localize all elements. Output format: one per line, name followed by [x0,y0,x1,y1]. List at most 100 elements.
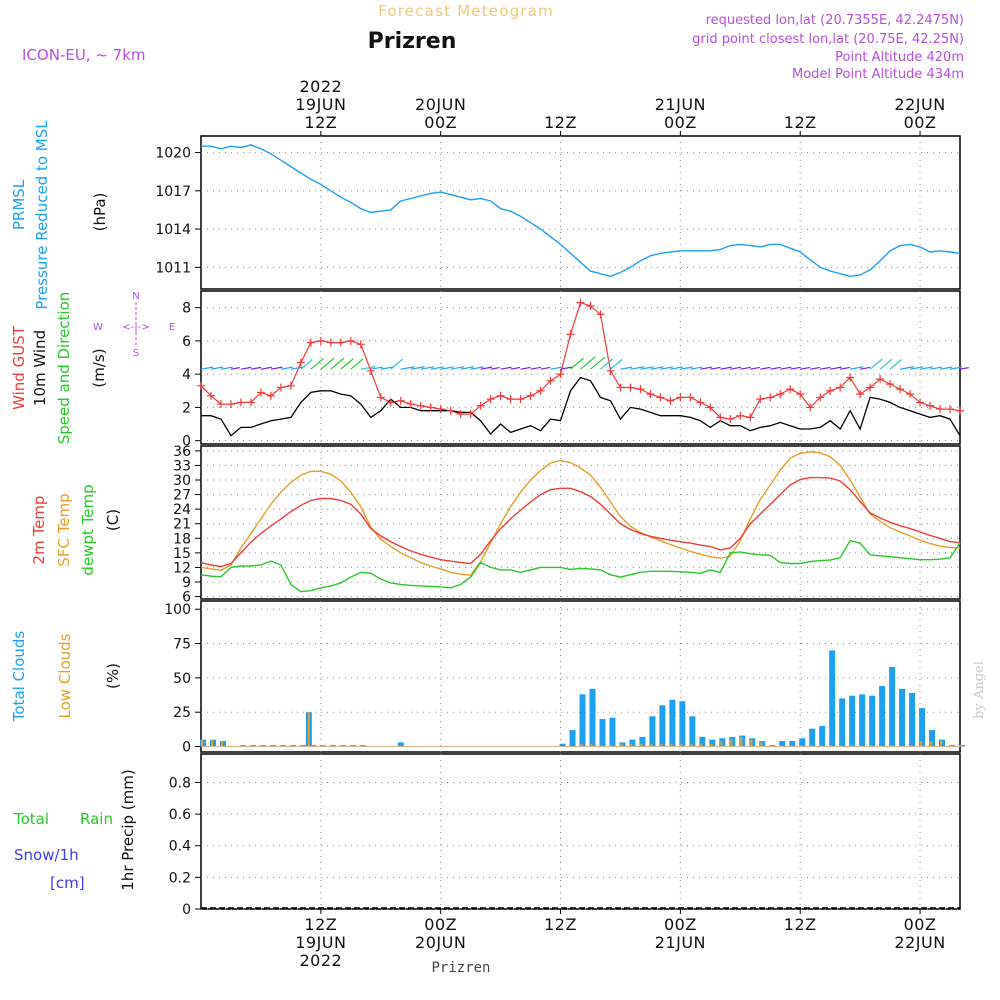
total-cloud-bar [859,694,866,747]
wind-direction-arrow [260,366,272,370]
y-tick-label: 2 [182,400,191,416]
y-tick-label: 1014 [155,222,191,238]
precip-unit: 1hr Precip (mm) [119,769,137,890]
precip-rain-label: Rain [80,810,113,828]
gust-marker [916,398,925,407]
y-tick-label: 0 [182,740,191,756]
low-cloud-bar [910,745,913,747]
wind-line [201,376,961,437]
gust-marker [526,391,535,400]
gust-marker [856,390,865,399]
total-cloud-bar [929,730,936,747]
gust-marker [606,366,615,375]
total-cloud-bar [639,736,646,747]
low-cloud-bar [220,741,224,747]
compass-e: E [169,322,175,333]
wind-direction-arrow [370,366,383,370]
low-cloud-bar [890,745,893,747]
gust-marker [716,413,725,422]
y-tick-label: 6 [182,590,191,606]
low-cloud-bar [307,712,310,747]
panel-frame-4 [200,753,961,910]
gust-marker [806,403,815,412]
gust-marker [686,393,695,402]
low-cloud-bar [660,743,663,747]
gust-marker [356,340,365,349]
y-tick-label: 0.6 [169,807,191,823]
total-cloud-bar [799,738,806,747]
precip-cm-label: [cm] [50,874,85,892]
gust-marker [866,383,875,392]
model-point-altitude: Model Point Altitude 434m [792,67,964,82]
dewpt-line [200,539,961,593]
low-cloud-bar [690,743,693,747]
wind-direction-arrow [869,358,883,370]
low-cloud-bar [630,743,633,747]
y-tick-label: 1020 [155,146,191,162]
wind-direction-arrow [670,366,683,370]
low-cloud-bar [940,741,943,747]
pressure-label-2: Pressure Reduced to MSL [33,120,51,310]
gust-marker [706,403,715,412]
low-cloud-bar [790,745,793,747]
gust-marker [556,370,565,379]
y-tick-label: 18 [173,531,191,547]
total-cloud-bar [579,694,586,747]
wind-direction-arrow [480,366,493,370]
wind-direction-arrow [310,357,325,370]
gust-marker [736,411,745,420]
gust-marker [266,391,275,400]
precip-total-label: Total [13,810,49,828]
low-cloud-bar [670,743,673,747]
temp-sfc-label: SFC Temp [55,493,73,566]
low-cloud-bar [600,745,603,747]
gust-marker [426,403,435,412]
low-cloud-bar [610,745,613,747]
total-cloud-bar [919,708,926,747]
low-cloud-bar [750,739,753,747]
wind-direction-arrow [490,366,500,370]
data-marks [197,144,969,909]
temp-2m-label: 2m Temp [30,496,48,565]
wind-direction-arrow [740,366,751,370]
time-label-bottom: 22JUN [894,933,945,952]
wind-direction-arrow [240,366,252,370]
low-cloud-bar [760,742,763,747]
low-cloud-bar [810,745,813,747]
wind-direction-arrow [770,366,781,370]
gust-marker [436,405,445,414]
total-cloud-bar [669,699,676,747]
total-cloud-bar [559,743,566,747]
low-cloud-bar [290,745,293,747]
time-label-top: 00Z [664,113,697,132]
total-cloud-bar [689,716,696,747]
y-tick-label: 1017 [155,184,191,200]
y-tick-label: 0.4 [169,839,191,855]
gust-marker [336,338,345,347]
total-cloud-bar [829,650,836,747]
gust-marker [906,390,915,399]
gust-marker [926,401,935,410]
gust-marker [316,336,325,345]
wind-direction-arrow [350,358,364,370]
low-cloud-bar [210,739,214,747]
wind-direction-arrow [590,356,606,370]
total-cloud-bar [569,730,576,747]
y-tick-label: 25 [173,705,191,721]
wind-direction-arrow [810,366,821,370]
total-cloud-bar [629,739,636,747]
low-cloud-bar [820,745,823,747]
gust-marker [826,386,835,395]
gust-marker [586,301,595,310]
total-cloud-bar [809,728,816,747]
gust-marker [786,385,795,394]
gust-marker [286,381,295,390]
gust-marker [956,406,964,415]
chart-subtitle: Forecast Meteogram [378,2,554,20]
time-label-top: 20JUN [415,95,466,114]
wind-direction-arrow [620,366,633,370]
total-cloud-bar [699,736,706,747]
gust-marker [936,405,945,414]
total-cloud-bar [659,705,666,747]
